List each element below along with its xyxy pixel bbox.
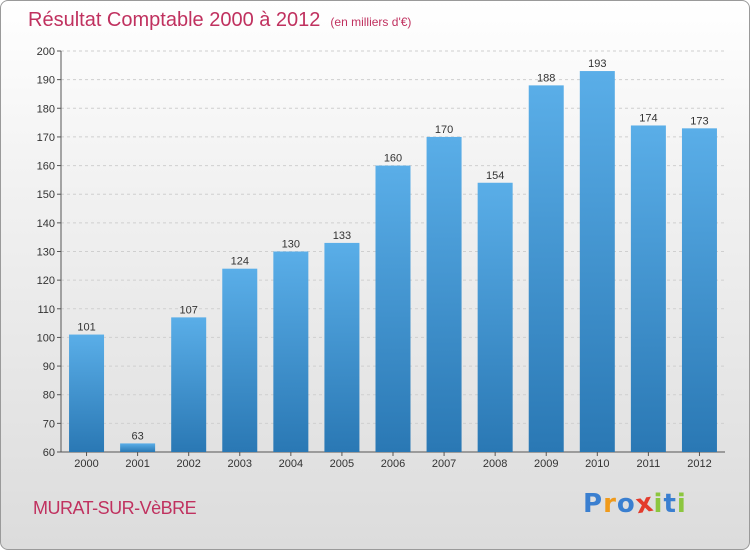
x-tick-label: 2001: [125, 458, 149, 470]
y-tick-label: 180: [37, 103, 55, 115]
x-tick-label: 2012: [687, 458, 711, 470]
bar: [171, 317, 207, 452]
y-tick-label: 100: [37, 332, 55, 344]
data-label: 101: [77, 322, 95, 334]
x-tick-label: 2008: [483, 458, 507, 470]
logo-letter: t: [663, 489, 677, 519]
data-label: 133: [333, 230, 351, 242]
x-tick-label: 2007: [432, 458, 456, 470]
chart-title: Résultat Comptable 2000 à 2012 (en millie…: [28, 9, 411, 32]
y-tick-label: 140: [37, 218, 55, 230]
data-label: 154: [486, 170, 504, 182]
y-tick-label: 190: [37, 75, 55, 87]
y-tick-label: 110: [37, 304, 55, 316]
x-tick-label: 2009: [534, 458, 558, 470]
bar: [375, 165, 411, 453]
y-tick-label: 200: [37, 46, 55, 58]
data-label: 107: [180, 304, 198, 316]
bar: [579, 71, 615, 453]
data-label: 160: [384, 153, 402, 165]
data-label: 124: [231, 256, 249, 268]
x-tick-label: 2003: [228, 458, 252, 470]
data-label: 130: [282, 239, 300, 251]
data-label: 173: [690, 115, 708, 127]
data-labels: 101 63 107 124 130 133 160 170 154 188 193 174 173: [77, 58, 708, 442]
data-label: 63: [131, 430, 143, 442]
commune-name: MURAT-SUR-VèBRE: [33, 498, 197, 518]
bar: [630, 125, 666, 452]
x-tick-label: 2006: [381, 458, 405, 470]
chart-subtitle: (en milliers d'€): [330, 15, 412, 29]
bar: [120, 443, 156, 452]
x-tick-label: 2005: [330, 458, 354, 470]
logo-letter: P: [583, 489, 604, 519]
x-tick-label: 2011: [637, 458, 661, 470]
y-tick-label: 170: [37, 132, 55, 144]
bar: [477, 182, 513, 452]
y-tick-label: 150: [37, 189, 55, 201]
x-tick-label: 2002: [176, 458, 200, 470]
y-tick-label: 80: [43, 390, 55, 402]
data-label: 193: [588, 58, 606, 70]
data-label: 170: [435, 124, 453, 136]
y-tick-labels: 60 70 80 90 100 110 120 130 140 150 160 170 180 190 20…: [37, 46, 55, 459]
logo-letter: r: [603, 489, 617, 519]
x-tick-label: 2010: [585, 458, 609, 470]
bar: [324, 242, 360, 452]
bar: [426, 136, 462, 452]
proxiti-logo[interactable]: Proxiti: [583, 488, 687, 521]
x-tick-label: 2000: [74, 458, 98, 470]
y-tick-label: 130: [37, 247, 55, 259]
bar: [69, 334, 105, 452]
bars: [69, 71, 717, 453]
bar: [273, 251, 309, 452]
bar: [222, 268, 258, 452]
y-tick-label: 60: [43, 447, 55, 459]
x-tick-labels: 2000 2001 2002 2003 2004 2005 2006 2007 2008 2009…: [74, 458, 711, 470]
data-label: 188: [537, 72, 555, 84]
logo-letter: o: [616, 489, 636, 519]
y-tick-label: 120: [37, 275, 55, 287]
logo-letter: i: [653, 489, 664, 519]
bar: [528, 85, 564, 452]
logo-letter: i: [676, 489, 687, 519]
y-tick-label: 70: [43, 418, 55, 430]
x-tick-label: 2004: [279, 458, 303, 470]
y-tick-label: 90: [43, 361, 55, 373]
data-label: 174: [639, 112, 657, 124]
chart-title-text: Résultat Comptable 2000 à 2012: [28, 9, 321, 31]
bar: [681, 128, 717, 452]
y-tick-label: 160: [37, 161, 55, 173]
